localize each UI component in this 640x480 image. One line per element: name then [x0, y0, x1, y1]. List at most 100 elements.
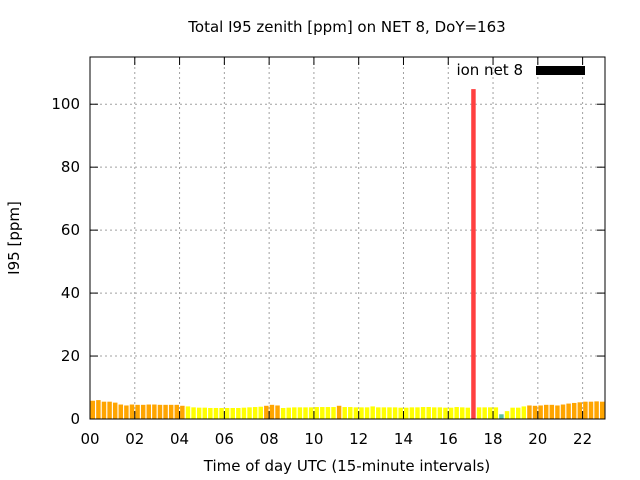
bar: [213, 407, 219, 419]
bar: [532, 405, 538, 419]
bar: [398, 407, 403, 419]
bar: [342, 407, 347, 419]
x-tick-label: 14: [394, 430, 413, 448]
bar: [415, 407, 420, 419]
bar: [118, 404, 124, 419]
y-tick-label: 60: [61, 221, 80, 239]
bar: [191, 407, 196, 419]
bar: [135, 404, 140, 419]
bar: [583, 401, 588, 419]
bar: [264, 405, 269, 419]
bar: [527, 405, 532, 419]
bar: [275, 405, 280, 419]
bar: [566, 403, 571, 419]
bar: [230, 407, 235, 419]
bar: [202, 407, 207, 419]
bar: [258, 406, 263, 419]
bar: [224, 407, 230, 419]
bar: [543, 404, 549, 419]
bar: [588, 401, 594, 419]
bar: [124, 405, 129, 419]
x-tick-label: 12: [349, 430, 368, 448]
bar: [90, 400, 96, 419]
legend-label: ion net 8: [456, 61, 523, 79]
bar: [140, 404, 146, 419]
x-tick-label: 02: [125, 430, 144, 448]
bar: [364, 407, 370, 419]
bar: [286, 407, 291, 419]
bar: [353, 407, 359, 419]
bar: [185, 406, 191, 419]
bar: [577, 402, 583, 419]
x-tick-label: 22: [573, 430, 592, 448]
bar: [510, 407, 515, 419]
x-tick-label: 06: [215, 430, 234, 448]
bar: [594, 401, 599, 419]
legend: ion net 8: [456, 61, 585, 79]
bar: [387, 407, 392, 419]
y-tick-label: 20: [61, 347, 80, 365]
bar: [409, 407, 415, 419]
y-axis-label: I95 [ppm]: [5, 201, 23, 275]
bar: [476, 407, 482, 419]
bar: [280, 407, 286, 419]
bar: [521, 406, 527, 419]
bar: [376, 407, 381, 419]
bar: [303, 407, 308, 419]
bar: [359, 407, 364, 419]
x-tick-label: 20: [528, 430, 547, 448]
bar: [157, 404, 163, 419]
bar: [420, 407, 426, 419]
bar: [432, 407, 437, 419]
bar: [465, 407, 471, 419]
bar: [515, 407, 521, 419]
bar: [208, 407, 213, 419]
bar: [538, 405, 543, 419]
bar: [549, 404, 555, 419]
bar: [236, 407, 241, 419]
bar: [241, 407, 247, 419]
x-tick-label: 08: [260, 430, 279, 448]
bar: [112, 402, 118, 419]
bar: [460, 407, 465, 419]
bar: [499, 414, 504, 419]
bar: [107, 401, 112, 419]
axis-ticks: [89, 57, 605, 420]
bar: [482, 407, 487, 419]
bar: [571, 402, 577, 419]
tick-labels: 0 20 40 60 80 100 00 02 04 06 08 10 12 14 16 18 20 22: [51, 95, 592, 448]
y-tick-label: 0: [70, 410, 80, 428]
bar: [404, 407, 409, 419]
grid-lines: [90, 57, 605, 419]
bar: [448, 407, 454, 419]
bar: [488, 407, 493, 419]
y-tick-label: 100: [51, 95, 80, 113]
bar: [308, 407, 314, 419]
bar: [196, 407, 202, 419]
bar: [163, 404, 168, 419]
bar: [599, 401, 605, 419]
legend-swatch: [536, 66, 585, 75]
bar: [336, 405, 342, 419]
x-tick-label: 10: [304, 430, 323, 448]
x-tick-label: 16: [439, 430, 458, 448]
bar: [555, 405, 560, 419]
bar: [560, 404, 566, 419]
plot-border: [89, 56, 606, 420]
bar: [96, 400, 101, 419]
x-tick-label: 04: [170, 430, 189, 448]
bar: [471, 89, 476, 420]
bar: [331, 407, 336, 419]
bar: [168, 404, 174, 419]
x-tick-label: 00: [80, 430, 99, 448]
bar: [269, 404, 275, 419]
bar: [348, 407, 353, 419]
bar: [219, 407, 224, 419]
bar: [174, 404, 180, 419]
y-tick-label: 40: [61, 284, 80, 302]
bar: [292, 407, 297, 419]
bar: [129, 404, 135, 419]
bar: [504, 411, 510, 419]
bar: [146, 404, 152, 419]
